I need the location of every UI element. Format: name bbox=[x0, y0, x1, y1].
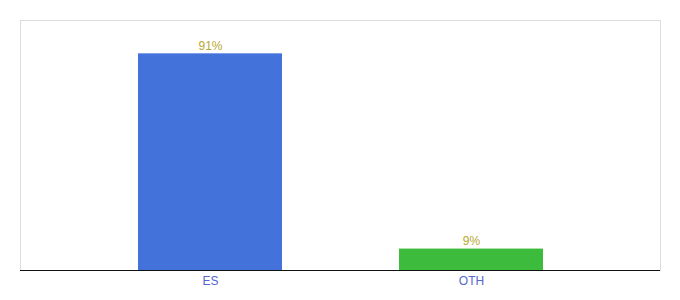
svg-text:OTH: OTH bbox=[459, 274, 484, 288]
svg-text:91%: 91% bbox=[198, 39, 222, 53]
svg-text:ES: ES bbox=[202, 274, 218, 288]
svg-text:9%: 9% bbox=[463, 234, 481, 248]
